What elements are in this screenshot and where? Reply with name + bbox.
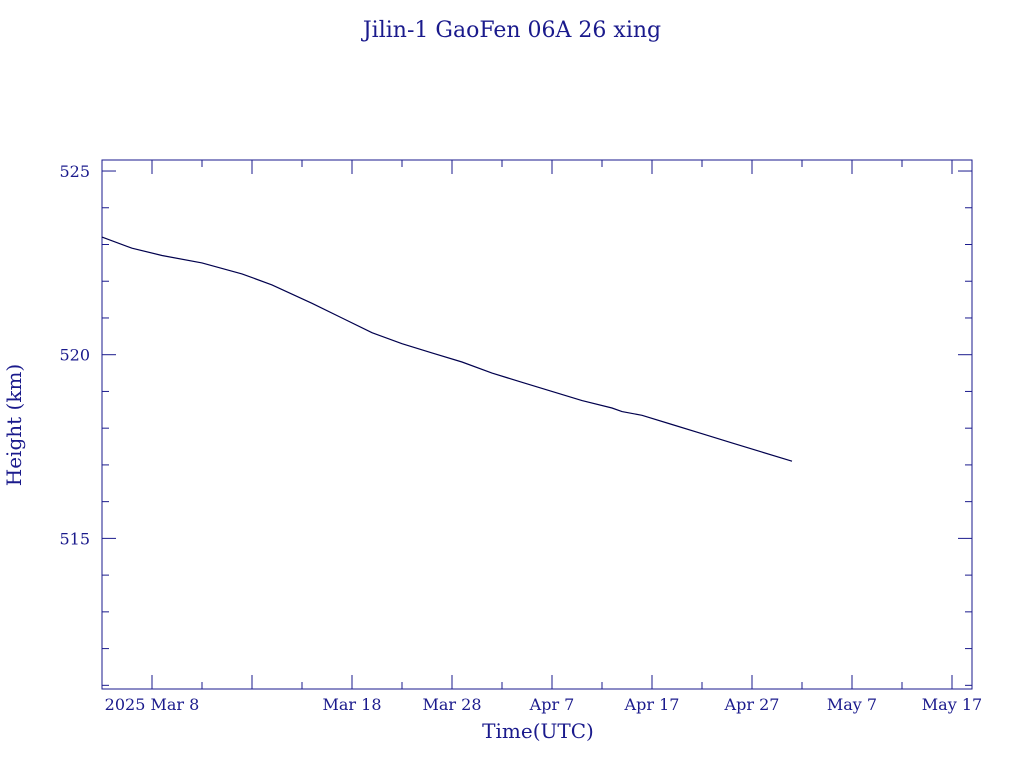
plot-frame [101,159,973,690]
y-axis-tick-labels: 515 520 525 [59,162,90,548]
x-tick-label: Apr 17 [624,695,680,714]
y-tick-label: 520 [59,346,90,365]
x-axis-tick-labels: 2025 Mar 8 Mar 18 Mar 28 Apr 7 Apr 17 Apr 27 M… [105,695,983,714]
y-axis-ticks [102,170,972,686]
x-tick-label: Mar 28 [422,695,481,714]
x-tick-label: Apr 27 [724,695,780,714]
x-tick-label: May 17 [922,695,982,714]
y-tick-label: 515 [59,529,90,548]
x-axis-label: Time(UTC) [482,719,594,743]
x-axis-ticks [151,160,953,689]
x-tick-label: 2025 Mar 8 [105,695,200,714]
y-axis-label: Height (km) [2,364,26,486]
chart-title: Jilin-1 GaoFen 06A 26 xing [361,18,661,43]
series-line [101,236,793,462]
y-tick-label: 525 [59,162,90,181]
x-tick-label: Apr 7 [529,695,575,714]
x-tick-label: Mar 18 [322,695,381,714]
x-tick-label: May 7 [827,695,877,714]
